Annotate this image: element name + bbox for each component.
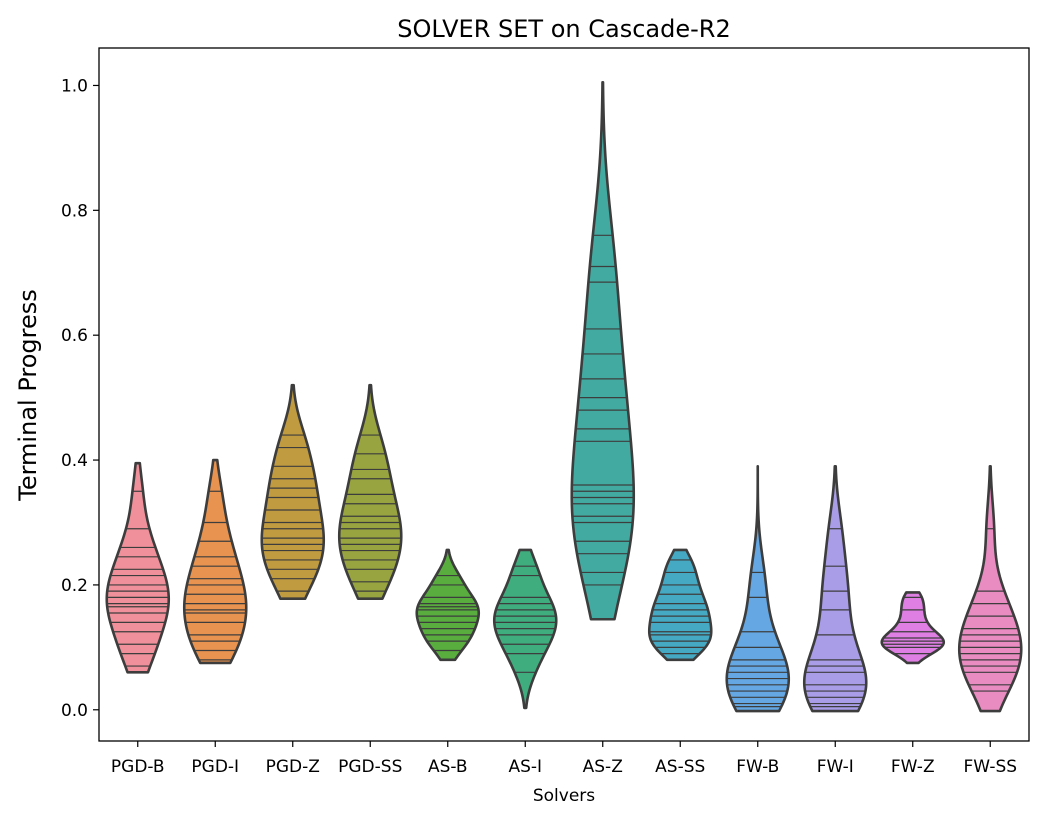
x-tick-label: AS-B: [428, 757, 468, 777]
violin-body: [881, 592, 944, 663]
x-tick-label: FW-I: [817, 757, 854, 777]
x-tick-label: PGD-Z: [266, 757, 320, 777]
violin-outline: [647, 548, 713, 662]
y-tick-label: 1.0: [61, 76, 88, 96]
chart-title: SOLVER SET on Cascade-R2: [397, 15, 730, 43]
violin-fw-i: [802, 465, 868, 713]
y-tick-label: 0.8: [61, 201, 88, 221]
violin-body: [649, 549, 712, 660]
violin-outline: [492, 548, 558, 710]
violin-body: [726, 466, 789, 712]
violin-outline: [182, 458, 248, 665]
plot-area: [105, 81, 1023, 713]
x-tick-label: PGD-SS: [338, 757, 402, 777]
x-tick-label: PGD-I: [191, 757, 239, 777]
violin-outline: [570, 81, 636, 621]
violin-outline: [337, 383, 403, 600]
x-tick-label: FW-Z: [891, 757, 935, 777]
violin-body: [959, 466, 1022, 712]
violin-outline: [260, 383, 326, 600]
violin-outline: [105, 461, 171, 674]
violin-pgd-z: [260, 383, 326, 600]
violin-fw-b: [725, 465, 791, 713]
violin-body: [416, 549, 479, 660]
violin-outline: [802, 465, 868, 713]
x-tick-label: AS-Z: [583, 757, 623, 777]
y-tick-label: 0.0: [61, 701, 88, 721]
violin-body: [804, 466, 867, 712]
violin-fw-z: [880, 591, 946, 665]
violin-pgd-b: [105, 461, 171, 674]
violin-body: [571, 82, 634, 620]
violin-body: [261, 385, 324, 599]
x-tick-label: FW-SS: [963, 757, 1017, 777]
x-tick-label: AS-SS: [655, 757, 705, 777]
violin-as-ss: [647, 548, 713, 662]
x-tick-label: FW-B: [736, 757, 779, 777]
x-axis-label: Solvers: [533, 786, 595, 806]
violin-fw-ss: [957, 465, 1023, 713]
violin-outline: [880, 591, 946, 665]
violin-body: [106, 463, 169, 673]
y-tick-label: 0.2: [61, 576, 88, 596]
x-tick-label: AS-I: [508, 757, 542, 777]
violin-as-z: [570, 81, 636, 621]
plot-frame: [98, 47, 1030, 742]
violin-outline: [957, 465, 1023, 713]
violin-pgd-ss: [337, 383, 403, 600]
violin-as-i: [492, 548, 558, 710]
violin-outline: [415, 548, 481, 662]
violin-body: [339, 385, 402, 599]
y-tick-label: 0.4: [61, 451, 88, 471]
violin-outline: [725, 465, 791, 713]
violin-as-b: [415, 548, 481, 662]
violin-pgd-i: [182, 458, 248, 665]
y-tick-label: 0.6: [61, 326, 88, 346]
x-tick-label: PGD-B: [111, 757, 165, 777]
y-axis-label: Terminal Progress: [14, 289, 42, 501]
violin-body: [184, 460, 247, 663]
